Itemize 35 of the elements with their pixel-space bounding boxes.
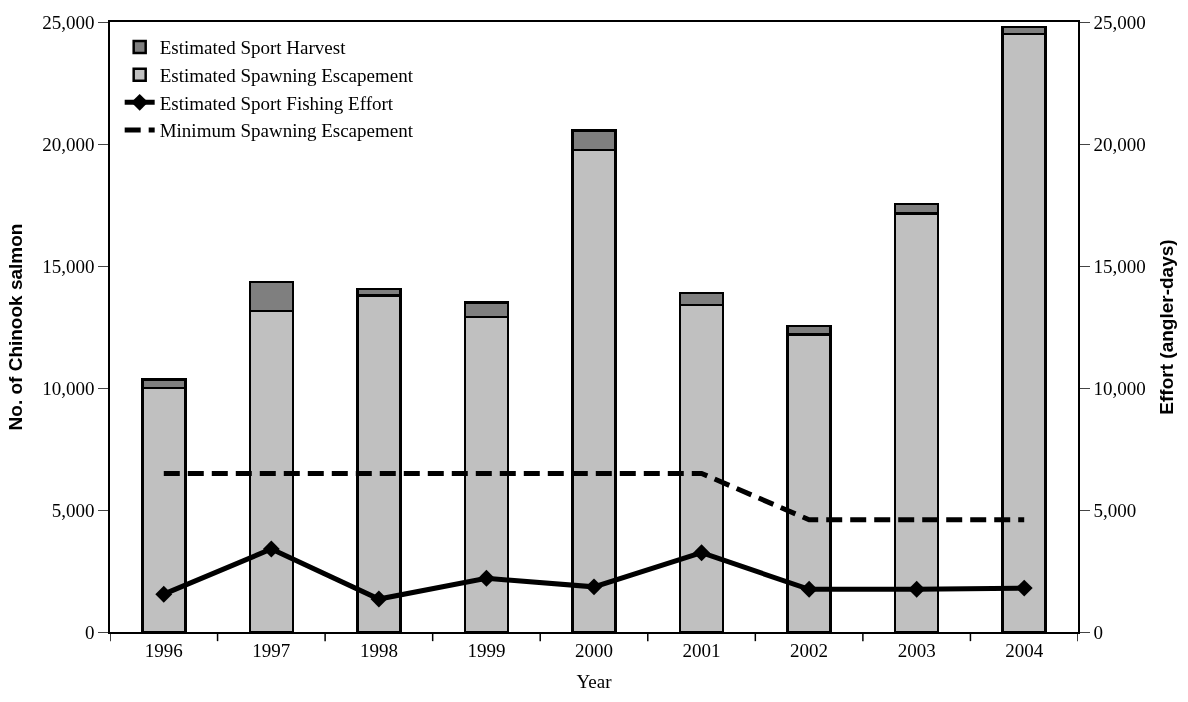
y-axis-title: No. of Chinook salmon — [4, 223, 26, 431]
point — [155, 585, 173, 603]
legend-label: Estimated Sport Harvest — [159, 37, 347, 59]
x-tick-label: 2002 — [790, 639, 829, 661]
point — [370, 590, 388, 608]
legend-label: Estimated Sport Fishing Effort — [159, 92, 394, 114]
x-tick-label: 1996 — [144, 639, 183, 661]
legend-label: Minimum Spawning Escapement — [159, 120, 414, 142]
x-tick-label: 2003 — [897, 639, 936, 661]
y2-tick-label: 25,000 — [1093, 11, 1146, 33]
point — [585, 578, 603, 596]
x-axis-title: Year — [576, 670, 613, 692]
y2-tick-label: 20,000 — [1093, 133, 1146, 155]
y-tick-label: 25,000 — [42, 11, 95, 33]
x-tick-label: 2004 — [1005, 639, 1044, 661]
y2-tick-label: 10,000 — [1093, 377, 1146, 399]
x-tick-label: 2001 — [682, 639, 721, 661]
legend-label: Estimated Spawning Escapement — [159, 65, 414, 87]
point — [477, 569, 495, 587]
y2-tick-label: 15,000 — [1093, 255, 1146, 277]
point — [693, 544, 711, 562]
y-tick-label: 20,000 — [42, 133, 95, 155]
y2-axis-title: Effort (angler-days) — [1156, 239, 1178, 415]
x-tick-label: 2000 — [575, 639, 613, 661]
y-tick-label: 10,000 — [42, 377, 95, 399]
point — [800, 580, 818, 598]
y-tick-label: 5,000 — [51, 499, 95, 521]
x-tick-label: 1999 — [467, 639, 506, 661]
point — [262, 540, 280, 558]
y-tick-label: 0 — [84, 621, 95, 643]
y2-tick-label: 5,000 — [1093, 499, 1137, 521]
x-tick-label: 1997 — [252, 639, 291, 661]
y2-tick-label: 0 — [1093, 621, 1104, 643]
y-tick-label: 15,000 — [42, 255, 95, 277]
x-tick-label: 1998 — [359, 639, 398, 661]
